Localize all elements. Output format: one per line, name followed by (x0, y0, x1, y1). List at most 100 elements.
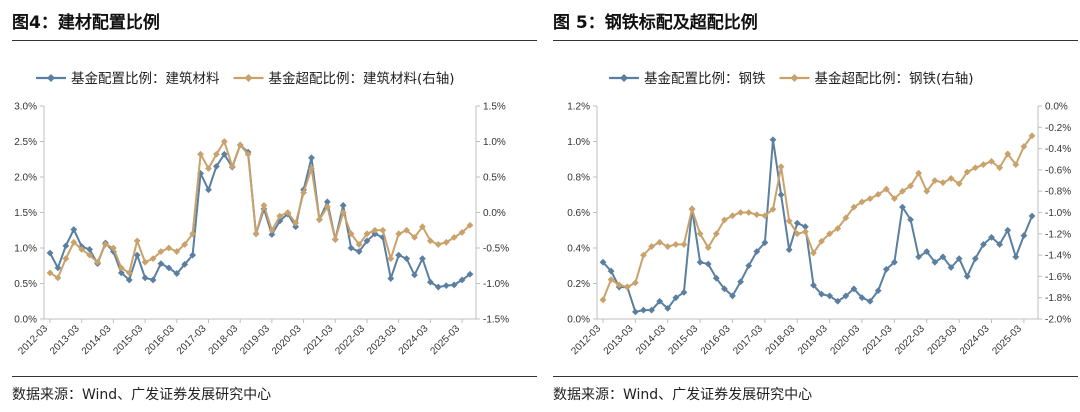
data-point (125, 269, 133, 277)
data-point (284, 209, 292, 216)
data-point (181, 241, 189, 248)
data-point (395, 251, 403, 259)
y-left-tick-label: 3.0% (14, 102, 37, 113)
data-point (371, 230, 379, 238)
data-point (607, 276, 615, 283)
data-point (363, 230, 371, 238)
data-point (939, 179, 947, 187)
data-point (1020, 232, 1028, 239)
data-point (801, 223, 809, 231)
data-point (704, 260, 712, 268)
data-point (866, 195, 874, 203)
legend-label: 基金超配比例：钢铁(右轴) (815, 70, 974, 87)
x-tick-label: 2013-03 (602, 323, 636, 357)
data-point (141, 274, 149, 282)
data-point (899, 187, 906, 195)
data-point (737, 209, 745, 216)
x-tick-label: 2016-03 (699, 323, 733, 357)
y-left-tick-label: 1.5% (14, 208, 37, 219)
x-tick-label: 2024-03 (958, 323, 992, 357)
y-left-tick-label: 1.0% (14, 244, 37, 255)
data-point (640, 306, 647, 314)
data-point (842, 292, 850, 300)
data-point (411, 233, 418, 241)
data-point (923, 248, 931, 255)
data-point (157, 248, 165, 255)
data-point (442, 238, 450, 246)
data-point (777, 191, 785, 199)
x-tick-label: 2025-03 (990, 323, 1024, 357)
x-tick-label: 2016-03 (143, 323, 177, 357)
data-point (149, 276, 157, 284)
x-tick-label: 2025-03 (428, 323, 462, 357)
left-figure-panel: 图4：建材配置比例 基金配置比例：建筑材料 基金超配比例：建筑材料(右轴) 0.0%… (12, 0, 537, 412)
data-point (712, 274, 720, 282)
data-point (607, 267, 615, 275)
data-point (850, 285, 858, 293)
data-point (403, 226, 411, 234)
data-point (434, 283, 442, 291)
legend-label: 基金超配比例：建筑材料(右轴) (269, 70, 455, 87)
x-tick-label: 2015-03 (667, 323, 701, 357)
data-point (466, 270, 474, 278)
legend-swatch-marker (47, 74, 55, 82)
data-point (672, 241, 680, 248)
legend-item: 基金超配比例：钢铁(右轴) (779, 70, 974, 87)
data-point (46, 249, 54, 257)
y-left-tick-label: 0.6% (567, 208, 590, 219)
source-divider (553, 376, 1078, 377)
data-point (615, 281, 623, 289)
data-point (316, 216, 323, 223)
data-point (980, 161, 987, 168)
data-point (785, 217, 793, 225)
figure-title: 图 5：钢铁标配及超配比例 (553, 13, 758, 33)
data-point (899, 203, 906, 211)
data-point (395, 230, 403, 238)
data-point (339, 209, 347, 216)
y-left-tick-label: 0.5% (14, 279, 37, 290)
building-materials-chart: 基金配置比例：建筑材料 基金超配比例：建筑材料(右轴) 0.0% 0.5% 1.0% 1.… (14, 70, 509, 357)
data-point (189, 251, 197, 259)
data-point (818, 290, 825, 298)
data-point (1028, 212, 1036, 220)
data-point (923, 187, 931, 195)
data-point (86, 246, 94, 253)
data-point (996, 164, 1004, 172)
y-right-tick-label: -1.2% (1045, 229, 1071, 240)
data-point (826, 292, 834, 300)
legend-label: 基金配置比例：钢铁 (644, 70, 766, 87)
data-point (458, 228, 466, 236)
data-point (664, 304, 672, 312)
data-point (94, 258, 101, 266)
data-point (165, 264, 173, 272)
data-point (117, 269, 125, 277)
legend-swatch-marker (244, 74, 253, 82)
data-point (323, 203, 331, 211)
data-point (664, 243, 672, 250)
data-point (988, 233, 995, 241)
source-note: 数据来源：Wind、广发证券发展研究中心 (553, 387, 813, 403)
data-point (729, 292, 736, 300)
data-point (426, 237, 434, 245)
data-point (696, 230, 704, 238)
data-point (955, 255, 963, 263)
y-right-tick-label: -0.5% (483, 244, 509, 255)
steel-chart: 基金配置比例：钢铁 基金超配比例：钢铁(右轴) 0.0% 0.2% 0.4% 0.6% 0.… (567, 70, 1071, 357)
source-divider (12, 376, 537, 377)
allocation-series (599, 136, 1036, 316)
y-right-tick-label: -0.6% (1045, 165, 1071, 176)
source-note: 数据来源：Wind、广发证券发展研究中心 (12, 387, 272, 403)
y-left-tick-label: 0.0% (567, 315, 590, 326)
x-tick-label: 2023-03 (365, 323, 399, 357)
data-point (434, 241, 442, 248)
data-point (363, 237, 371, 245)
legend-swatch-marker (790, 74, 799, 82)
legend-label: 基金配置比例：建筑材料 (71, 70, 220, 87)
data-point (205, 186, 212, 194)
data-point (411, 271, 418, 279)
legend: 基金配置比例：钢铁 基金超配比例：钢铁(右轴) (609, 70, 974, 87)
data-point (785, 246, 793, 254)
data-point (387, 255, 395, 263)
series-line (602, 139, 1033, 314)
data-point (450, 233, 458, 241)
